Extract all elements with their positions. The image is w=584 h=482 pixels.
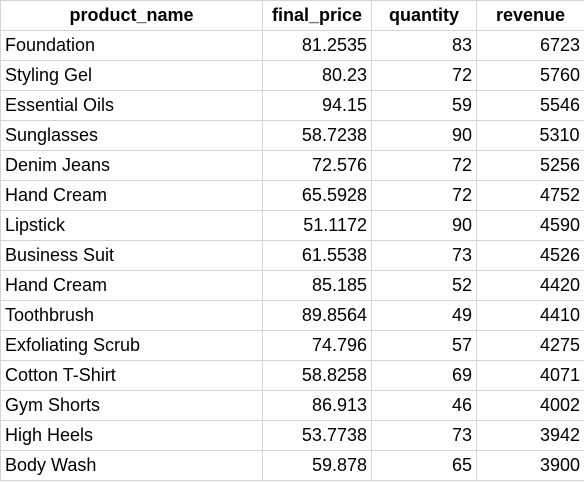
cell-product-name[interactable]: Exfoliating Scrub (0, 330, 263, 361)
cell-revenue[interactable]: 4071 (476, 360, 584, 391)
cell-revenue[interactable]: 4420 (476, 270, 584, 301)
cell-quantity[interactable]: 49 (371, 300, 477, 331)
cell-revenue[interactable]: 6723 (476, 30, 584, 61)
cell-product-name[interactable]: Sunglasses (0, 120, 263, 151)
cell-quantity[interactable]: 72 (371, 60, 477, 91)
table-row: Body Wash 59.878 65 3900 (0, 450, 584, 481)
cell-revenue[interactable]: 5760 (476, 60, 584, 91)
cell-final-price[interactable]: 58.7238 (262, 120, 372, 151)
cell-final-price[interactable]: 80.23 (262, 60, 372, 91)
cell-product-name[interactable]: Essential Oils (0, 90, 263, 121)
cell-final-price[interactable]: 72.576 (262, 150, 372, 181)
cell-final-price[interactable]: 61.5538 (262, 240, 372, 271)
table-row: Sunglasses 58.7238 90 5310 (0, 120, 584, 151)
table-row: Hand Cream 85.185 52 4420 (0, 270, 584, 301)
cell-product-name[interactable]: High Heels (0, 420, 263, 451)
cell-quantity[interactable]: 52 (371, 270, 477, 301)
cell-revenue[interactable]: 3942 (476, 420, 584, 451)
cell-quantity[interactable]: 59 (371, 90, 477, 121)
cell-final-price[interactable]: 86.913 (262, 390, 372, 421)
cell-revenue[interactable]: 3900 (476, 450, 584, 481)
cell-product-name[interactable]: Styling Gel (0, 60, 263, 91)
cell-product-name[interactable]: Cotton T-Shirt (0, 360, 263, 391)
cell-product-name[interactable]: Toothbrush (0, 300, 263, 331)
cell-quantity[interactable]: 57 (371, 330, 477, 361)
cell-final-price[interactable]: 58.8258 (262, 360, 372, 391)
cell-final-price[interactable]: 65.5928 (262, 180, 372, 211)
cell-revenue[interactable]: 5256 (476, 150, 584, 181)
cell-quantity[interactable]: 90 (371, 120, 477, 151)
cell-quantity[interactable]: 72 (371, 180, 477, 211)
cell-product-name[interactable]: Hand Cream (0, 270, 263, 301)
cell-product-name[interactable]: Denim Jeans (0, 150, 263, 181)
cell-quantity[interactable]: 69 (371, 360, 477, 391)
cell-product-name[interactable]: Body Wash (0, 450, 263, 481)
table-row: Essential Oils 94.15 59 5546 (0, 90, 584, 121)
cell-product-name[interactable]: Foundation (0, 30, 263, 61)
cell-quantity[interactable]: 83 (371, 30, 477, 61)
cell-final-price[interactable]: 85.185 (262, 270, 372, 301)
header-cell-quantity[interactable]: quantity (371, 0, 477, 31)
table-row: Styling Gel 80.23 72 5760 (0, 60, 584, 91)
cell-quantity[interactable]: 65 (371, 450, 477, 481)
cell-final-price[interactable]: 81.2535 (262, 30, 372, 61)
cell-quantity[interactable]: 73 (371, 420, 477, 451)
cell-revenue[interactable]: 4590 (476, 210, 584, 241)
cell-final-price[interactable]: 74.796 (262, 330, 372, 361)
table-row: Exfoliating Scrub 74.796 57 4275 (0, 330, 584, 361)
header-row: product_name final_price quantity revenu… (0, 0, 584, 31)
cell-quantity[interactable]: 90 (371, 210, 477, 241)
cell-product-name[interactable]: Hand Cream (0, 180, 263, 211)
cell-final-price[interactable]: 94.15 (262, 90, 372, 121)
cell-quantity[interactable]: 73 (371, 240, 477, 271)
cell-revenue[interactable]: 4526 (476, 240, 584, 271)
cell-product-name[interactable]: Lipstick (0, 210, 263, 241)
cell-revenue[interactable]: 5310 (476, 120, 584, 151)
cell-revenue[interactable]: 4275 (476, 330, 584, 361)
cell-final-price[interactable]: 51.1172 (262, 210, 372, 241)
header-cell-final-price[interactable]: final_price (262, 0, 372, 31)
cell-quantity[interactable]: 46 (371, 390, 477, 421)
cell-quantity[interactable]: 72 (371, 150, 477, 181)
header-cell-revenue[interactable]: revenue (476, 0, 584, 31)
header-cell-product-name[interactable]: product_name (0, 0, 263, 31)
table-row: Hand Cream 65.5928 72 4752 (0, 180, 584, 211)
cell-revenue[interactable]: 5546 (476, 90, 584, 121)
cell-final-price[interactable]: 59.878 (262, 450, 372, 481)
table-row: Foundation 81.2535 83 6723 (0, 30, 584, 61)
cell-revenue[interactable]: 4002 (476, 390, 584, 421)
cell-product-name[interactable]: Business Suit (0, 240, 263, 271)
table-row: Gym Shorts 86.913 46 4002 (0, 390, 584, 421)
table-row: Denim Jeans 72.576 72 5256 (0, 150, 584, 181)
table-row: High Heels 53.7738 73 3942 (0, 420, 584, 451)
cell-final-price[interactable]: 89.8564 (262, 300, 372, 331)
cell-product-name[interactable]: Gym Shorts (0, 390, 263, 421)
table-row: Business Suit 61.5538 73 4526 (0, 240, 584, 271)
table-row: Lipstick 51.1172 90 4590 (0, 210, 584, 241)
cell-final-price[interactable]: 53.7738 (262, 420, 372, 451)
table-row: Cotton T-Shirt 58.8258 69 4071 (0, 360, 584, 391)
cell-revenue[interactable]: 4410 (476, 300, 584, 331)
table-row: Toothbrush 89.8564 49 4410 (0, 300, 584, 331)
cell-revenue[interactable]: 4752 (476, 180, 584, 211)
